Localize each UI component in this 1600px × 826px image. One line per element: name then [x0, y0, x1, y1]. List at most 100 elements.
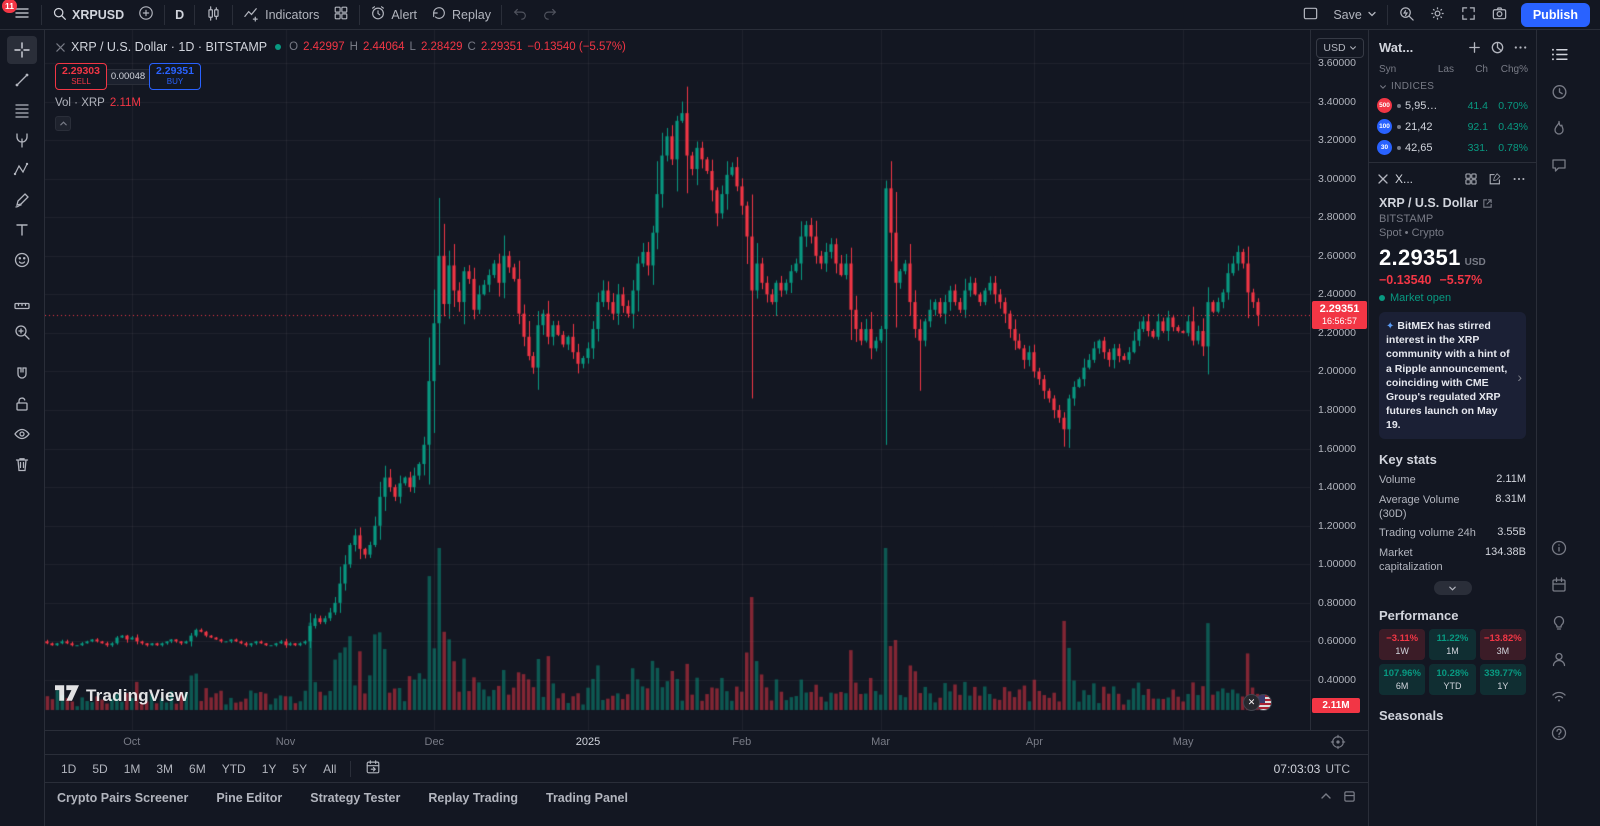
price-tick: 3.00000 — [1318, 172, 1356, 185]
chart-type-button[interactable] — [198, 2, 229, 28]
symbol-detail-header: X... — [1369, 162, 1536, 194]
watchlist-row[interactable]: 30 42,65 331. 0.78% — [1369, 137, 1536, 158]
chat-tab[interactable] — [1545, 151, 1573, 179]
time-axis[interactable]: Oct Nov Dec 2025 Feb Mar Apr May — [45, 730, 1368, 754]
text-tool[interactable] — [7, 216, 37, 244]
watchlist-row[interactable]: 500 5,95… 41.4 0.70% — [1369, 95, 1536, 116]
external-link-icon[interactable] — [1482, 198, 1493, 209]
cross-tool[interactable] — [7, 36, 37, 64]
watchlist-more-button[interactable] — [1511, 38, 1530, 57]
clock-timezone[interactable]: 07:03:03 UTC — [1274, 762, 1360, 776]
timeframe-5d[interactable]: 5D — [84, 759, 115, 779]
symbol-search-button[interactable]: XRPUSD — [45, 2, 131, 28]
tab-replay-trading[interactable]: Replay Trading — [428, 790, 518, 805]
public-chat-tab[interactable] — [1545, 645, 1573, 673]
timeframe-1y[interactable]: 1Y — [254, 759, 285, 779]
tab-crypto-pairs-screener[interactable]: Crypto Pairs Screener — [57, 790, 189, 805]
timeframe-3m[interactable]: 3M — [148, 759, 181, 779]
replay-button[interactable]: Replay — [424, 2, 498, 28]
screenshot-button[interactable] — [1484, 2, 1515, 28]
timeframe-1d[interactable]: 1D — [53, 759, 84, 779]
timeframe-ytd[interactable]: YTD — [214, 759, 254, 779]
price-chart-canvas[interactable] — [45, 30, 1310, 730]
quick-search-icon — [1398, 5, 1415, 25]
settings-button[interactable] — [1422, 2, 1453, 28]
panel-maximize-button[interactable] — [1343, 789, 1356, 806]
hotlists-tab[interactable] — [1545, 114, 1573, 142]
collapse-legend-button[interactable] — [55, 116, 71, 131]
column-chg-pct[interactable]: Chg% — [1500, 64, 1528, 75]
alerts-tab[interactable] — [1545, 77, 1573, 105]
main-menu-button[interactable]: 11 — [2, 0, 38, 28]
watchlist-performance-button[interactable] — [1488, 38, 1507, 57]
fullscreen-button[interactable] — [1453, 2, 1484, 28]
go-to-date-button[interactable] — [357, 756, 389, 781]
compare-add-button[interactable] — [131, 2, 161, 28]
zoom-tool[interactable] — [7, 318, 37, 346]
buy-button[interactable]: 2.29351 BUY — [149, 63, 201, 90]
buy-label: BUY — [166, 76, 184, 86]
timeframe-5y[interactable]: 5Y — [284, 759, 315, 779]
watchlist-section-indices[interactable]: INDICES — [1369, 78, 1536, 95]
volume-legend[interactable]: Vol · XRP 2.11M — [55, 97, 141, 109]
lock-tool[interactable] — [7, 390, 37, 418]
column-chg[interactable]: Ch — [1475, 64, 1488, 75]
help-button[interactable] — [1545, 719, 1573, 747]
watchlist-add-button[interactable] — [1465, 38, 1484, 57]
panel-expand-button[interactable] — [1319, 789, 1333, 806]
timeframe-1m[interactable]: 1M — [116, 759, 149, 779]
timeframe-6m[interactable]: 6M — [181, 759, 214, 779]
detail-symbol-short[interactable]: X... — [1395, 171, 1414, 186]
brush-tool[interactable] — [7, 186, 37, 214]
grid-layout-button[interactable] — [326, 2, 356, 28]
detail-market-type: Spot • Crypto — [1379, 227, 1444, 239]
sell-button[interactable]: 2.29303 SELL — [55, 63, 107, 90]
indicators-button[interactable]: Indicators — [236, 2, 326, 28]
close-icon[interactable] — [55, 42, 66, 53]
save-button[interactable]: Save — [1326, 2, 1384, 28]
detail-symbol-title[interactable]: XRP / U.S. Dollar — [1379, 196, 1479, 210]
interval-button[interactable]: D — [168, 2, 191, 28]
low-label: L — [409, 41, 416, 53]
ideas-tab[interactable] — [1545, 608, 1573, 636]
magnet-tool[interactable] — [7, 360, 37, 388]
remove-drawings-tool[interactable] — [7, 450, 37, 478]
redo-button[interactable] — [535, 2, 565, 28]
currency-selector[interactable]: USD — [1316, 38, 1364, 58]
tab-pine-editor[interactable]: Pine Editor — [216, 790, 283, 805]
emoji-tool[interactable] — [7, 246, 37, 274]
detail-layout-button[interactable] — [1462, 170, 1480, 188]
gear-icon — [1429, 5, 1446, 25]
hide-drawings-tool[interactable] — [7, 420, 37, 448]
detail-edit-button[interactable] — [1486, 170, 1504, 188]
expand-stats-button[interactable] — [1433, 581, 1472, 596]
trend-line-tool[interactable] — [7, 66, 37, 94]
news-card[interactable]: ✦ BitMEX has stirred interest in the XRP … — [1379, 312, 1526, 440]
layout-select-button[interactable] — [1295, 2, 1326, 28]
calendar-tab[interactable] — [1545, 571, 1573, 599]
detail-more-button[interactable] — [1510, 170, 1528, 188]
go-to-realtime-button[interactable] — [1330, 734, 1346, 753]
close-icon[interactable] — [1377, 173, 1389, 185]
publish-button[interactable]: Publish — [1520, 2, 1590, 27]
price-axis[interactable]: USD 2.29351 16:56:57 2.11M 3.60000 3.4000… — [1310, 30, 1368, 730]
tab-strategy-tester[interactable]: Strategy Tester — [310, 790, 401, 805]
detail-currency: USD — [1464, 257, 1486, 268]
watchlist-row[interactable]: 100 21,42 92.1 0.43% — [1369, 116, 1536, 137]
timeframe-all[interactable]: All — [315, 759, 344, 779]
watchlist-title[interactable]: Wat... — [1379, 39, 1414, 55]
column-last[interactable]: Las — [1437, 64, 1454, 75]
measure-tool[interactable] — [7, 288, 37, 316]
legend-symbol-title[interactable]: XRP / U.S. Dollar · 1D · BITSTAMP — [71, 40, 268, 54]
fib-retracement-tool[interactable] — [7, 96, 37, 124]
quick-search-button[interactable] — [1391, 2, 1422, 28]
streams-tab[interactable] — [1545, 682, 1573, 710]
pattern-tool[interactable] — [7, 156, 37, 184]
undo-button[interactable] — [505, 2, 535, 28]
tab-trading-panel[interactable]: Trading Panel — [546, 790, 628, 805]
watchlist-tab[interactable] — [1545, 40, 1573, 68]
news-tab[interactable] — [1545, 534, 1573, 562]
alert-button[interactable]: Alert — [363, 2, 424, 28]
pitchfork-tool[interactable] — [7, 126, 37, 154]
column-symbol[interactable]: Syn — [1379, 64, 1397, 75]
